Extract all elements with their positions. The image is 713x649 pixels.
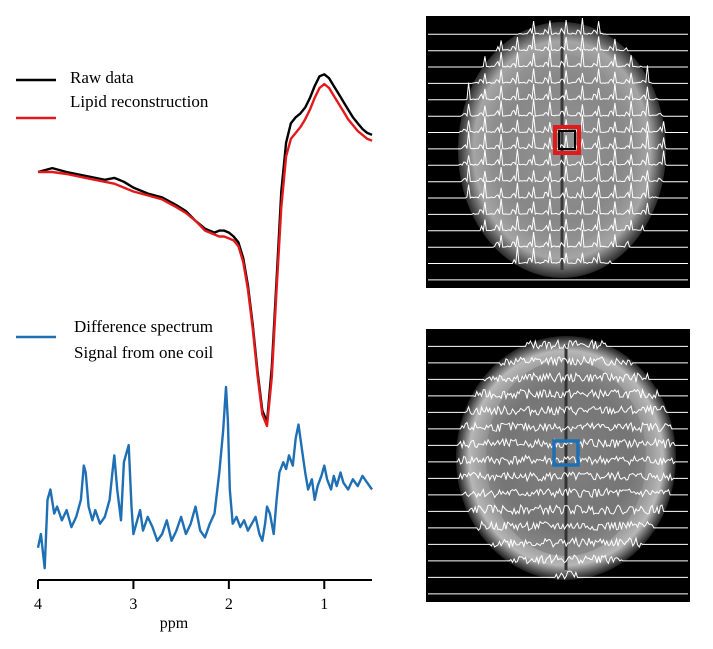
voxel-spectrum-row xyxy=(428,49,688,69)
x-axis-ticks: 4 3 2 1 xyxy=(34,580,328,613)
legend-label-lipid-reconstruction: Lipid reconstruction xyxy=(70,92,209,111)
voxel-spectrum-row xyxy=(428,229,688,249)
voxel-spectrum-row xyxy=(428,18,688,36)
series-line-difference-spectrum xyxy=(36,385,373,570)
voxel-spectrum-row xyxy=(428,487,688,499)
spectral-grid-bottom xyxy=(428,338,688,595)
x-tick-label: 1 xyxy=(320,596,328,613)
x-axis-label: ppm xyxy=(160,615,189,632)
voxel-spectrum-row xyxy=(428,371,688,384)
x-tick-label: 4 xyxy=(34,596,42,613)
x-tick-label: 3 xyxy=(129,596,137,613)
voxel-spectrum-row xyxy=(428,553,688,566)
voxel-spectrum-row xyxy=(428,520,688,532)
selected-voxel-box-red xyxy=(553,125,581,155)
voxel-spectrum-row xyxy=(428,503,688,516)
voxel-spectrum-row xyxy=(428,454,688,466)
legend-label-signal-one-coil: Signal from one coil xyxy=(74,343,214,362)
voxel-spectrum-row xyxy=(428,246,688,265)
selected-voxel-box-black xyxy=(558,130,576,150)
voxel-spectrum-row xyxy=(428,470,688,483)
brain-map-bottom xyxy=(426,329,690,602)
legend-label-difference-spectrum: Difference spectrum xyxy=(74,317,213,336)
x-tick-label: 2 xyxy=(225,596,233,613)
voxel-spectrum-row xyxy=(428,388,688,401)
brain-map-top xyxy=(426,16,690,288)
voxel-spectrum-row xyxy=(428,164,688,184)
voxel-spectrum-row xyxy=(428,180,688,200)
voxel-spectrum-row xyxy=(428,196,688,216)
legend-label-raw-data: Raw data xyxy=(70,68,134,87)
voxel-spectrum-row xyxy=(428,33,688,53)
voxel-spectrum-row xyxy=(428,65,688,86)
series-line-raw-data xyxy=(37,73,373,424)
voxel-spectrum-row xyxy=(428,82,688,102)
voxel-spectrum-row xyxy=(428,338,688,351)
series-line-lipid-reconstruction xyxy=(38,82,373,428)
selected-voxel-box-blue xyxy=(552,439,580,467)
voxel-spectrum-row xyxy=(428,570,688,580)
voxel-spectrum-row xyxy=(428,98,688,118)
voxel-spectrum-row xyxy=(428,147,688,167)
voxel-spectrum-row xyxy=(428,421,688,434)
voxel-spectrum-row xyxy=(428,404,688,417)
spectra-panel: Raw data Lipid reconstruction Difference… xyxy=(16,68,373,632)
voxel-spectrum-row xyxy=(428,214,688,233)
voxel-spectrum-row xyxy=(428,355,688,367)
voxel-spectrum-row xyxy=(428,536,688,549)
